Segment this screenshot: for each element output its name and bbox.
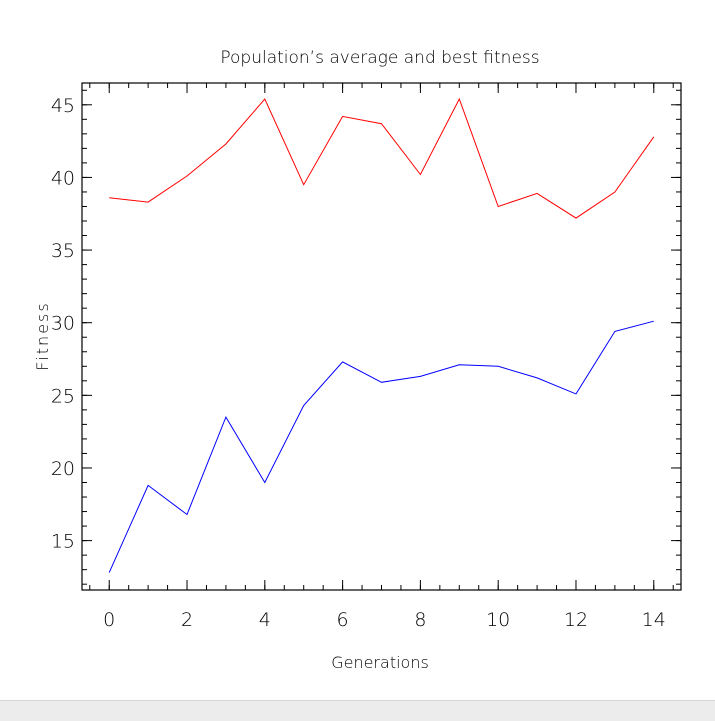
x-axis-title: Generations [331, 653, 429, 672]
plot-area [81, 82, 682, 591]
x-tick-label: 4 [259, 609, 271, 631]
x-tick-label: 2 [181, 609, 193, 631]
x-tick-label: 0 [103, 609, 115, 631]
x-tick-label: 14 [642, 609, 666, 631]
y-axis-title: Fitness [33, 301, 52, 370]
best-fitness-line [109, 97, 655, 219]
x-tick-label: 10 [486, 609, 510, 631]
axis-ticks [82, 83, 681, 590]
tick-labels: 0 2 4 6 8 10 12 14 15 20 25 30 35 40 45 [51, 95, 666, 631]
y-tick-label: 45 [51, 95, 75, 117]
y-tick-label: 35 [51, 240, 75, 262]
y-tick-label: 20 [51, 458, 75, 480]
fitness-chart: Population’s average and best fitness 0 2… [33, 48, 682, 672]
average-fitness-line [108, 320, 654, 573]
x-tick-label: 6 [337, 609, 349, 631]
window-bottom-bar [0, 700, 715, 721]
x-tick-label: 12 [564, 609, 588, 631]
y-tick-label: 25 [51, 385, 75, 407]
y-tick-label: 15 [51, 531, 75, 553]
y-tick-label: 40 [51, 167, 75, 189]
y-tick-label: 30 [51, 313, 75, 335]
series-lines [108, 97, 655, 573]
chart-title: Population’s average and best fitness [220, 48, 539, 68]
x-tick-label: 8 [414, 609, 426, 631]
